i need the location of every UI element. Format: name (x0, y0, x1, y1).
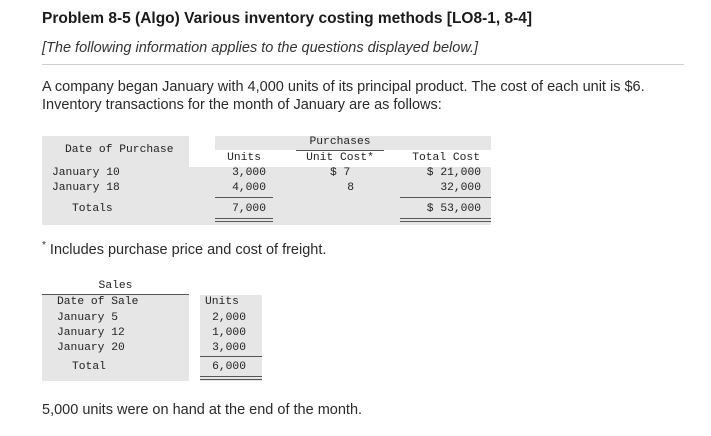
sales-body-bg (42, 295, 189, 381)
sale-row-date: January 20 (57, 342, 125, 354)
col-date-of-sale: Date of Sale (57, 296, 139, 308)
cost-total-double-rule (400, 218, 491, 222)
purchases-body-bg (42, 167, 491, 225)
page-title: Problem 8-5 (Algo) Various inventory cos… (42, 10, 533, 27)
purchases-group-rule (296, 150, 384, 151)
purchase-row-date: January 10 (52, 167, 120, 179)
purchase-row-date: January 18 (52, 182, 120, 194)
sales-total-double-rule (200, 376, 262, 380)
sales-subtotal-rule (200, 356, 262, 357)
sales-group-header: Sales (98, 280, 133, 292)
sales-total-label: Total (72, 361, 106, 373)
col-unit-cost: Unit Cost* (306, 152, 374, 164)
purchase-row-total-cost: $ 21,000 (426, 167, 481, 179)
sale-row-units: 2,000 (212, 312, 246, 324)
sale-row-units: 1,000 (212, 327, 246, 339)
purchase-row-total-cost: 32,000 (440, 182, 481, 194)
purchase-row-unit-cost: 8 (347, 182, 354, 194)
intro-paragraph: A company began January with 4,000 units… (42, 79, 645, 113)
divider (42, 64, 684, 65)
purchase-row-units: 4,000 (232, 182, 266, 194)
purchase-row-unit-cost: $ 7 (330, 167, 351, 179)
footnote-text: Includes purchase price and cost of frei… (45, 241, 327, 258)
col-date-of-purchase: Date of Purchase (65, 144, 174, 156)
sale-row-date: January 12 (57, 327, 125, 339)
footnote-mark: * (42, 240, 46, 251)
purchases-group-header-bg (215, 136, 491, 150)
units-total-double-rule (215, 218, 273, 222)
sale-row-date: January 5 (57, 312, 119, 324)
footer-text: 5,000 units were on hand at the end of t… (42, 402, 363, 418)
purchase-row-units: 3,000 (232, 167, 266, 179)
purchases-group-header: Purchases (309, 136, 371, 148)
sales-group-rule (42, 294, 189, 295)
sales-col-units: Units (205, 296, 239, 308)
purchases-date-header-bg (42, 136, 189, 167)
col-units: Units (227, 152, 261, 164)
units-subtotal-rule (215, 197, 273, 198)
purchases-totals-cost: $ 53,000 (426, 203, 481, 215)
footnote: * Includes purchase price and cost of fr… (42, 240, 326, 258)
purchases-totals-units: 7,000 (232, 203, 266, 215)
col-total-cost: Total Cost (412, 152, 480, 164)
sales-units-bg (200, 295, 262, 381)
page-subtitle: [The following information applies to th… (42, 40, 479, 56)
purchases-totals-label: Totals (72, 203, 113, 215)
sale-row-units: 3,000 (212, 342, 246, 354)
cost-subtotal-rule (400, 197, 491, 198)
sales-total-units: 6,000 (212, 361, 246, 373)
